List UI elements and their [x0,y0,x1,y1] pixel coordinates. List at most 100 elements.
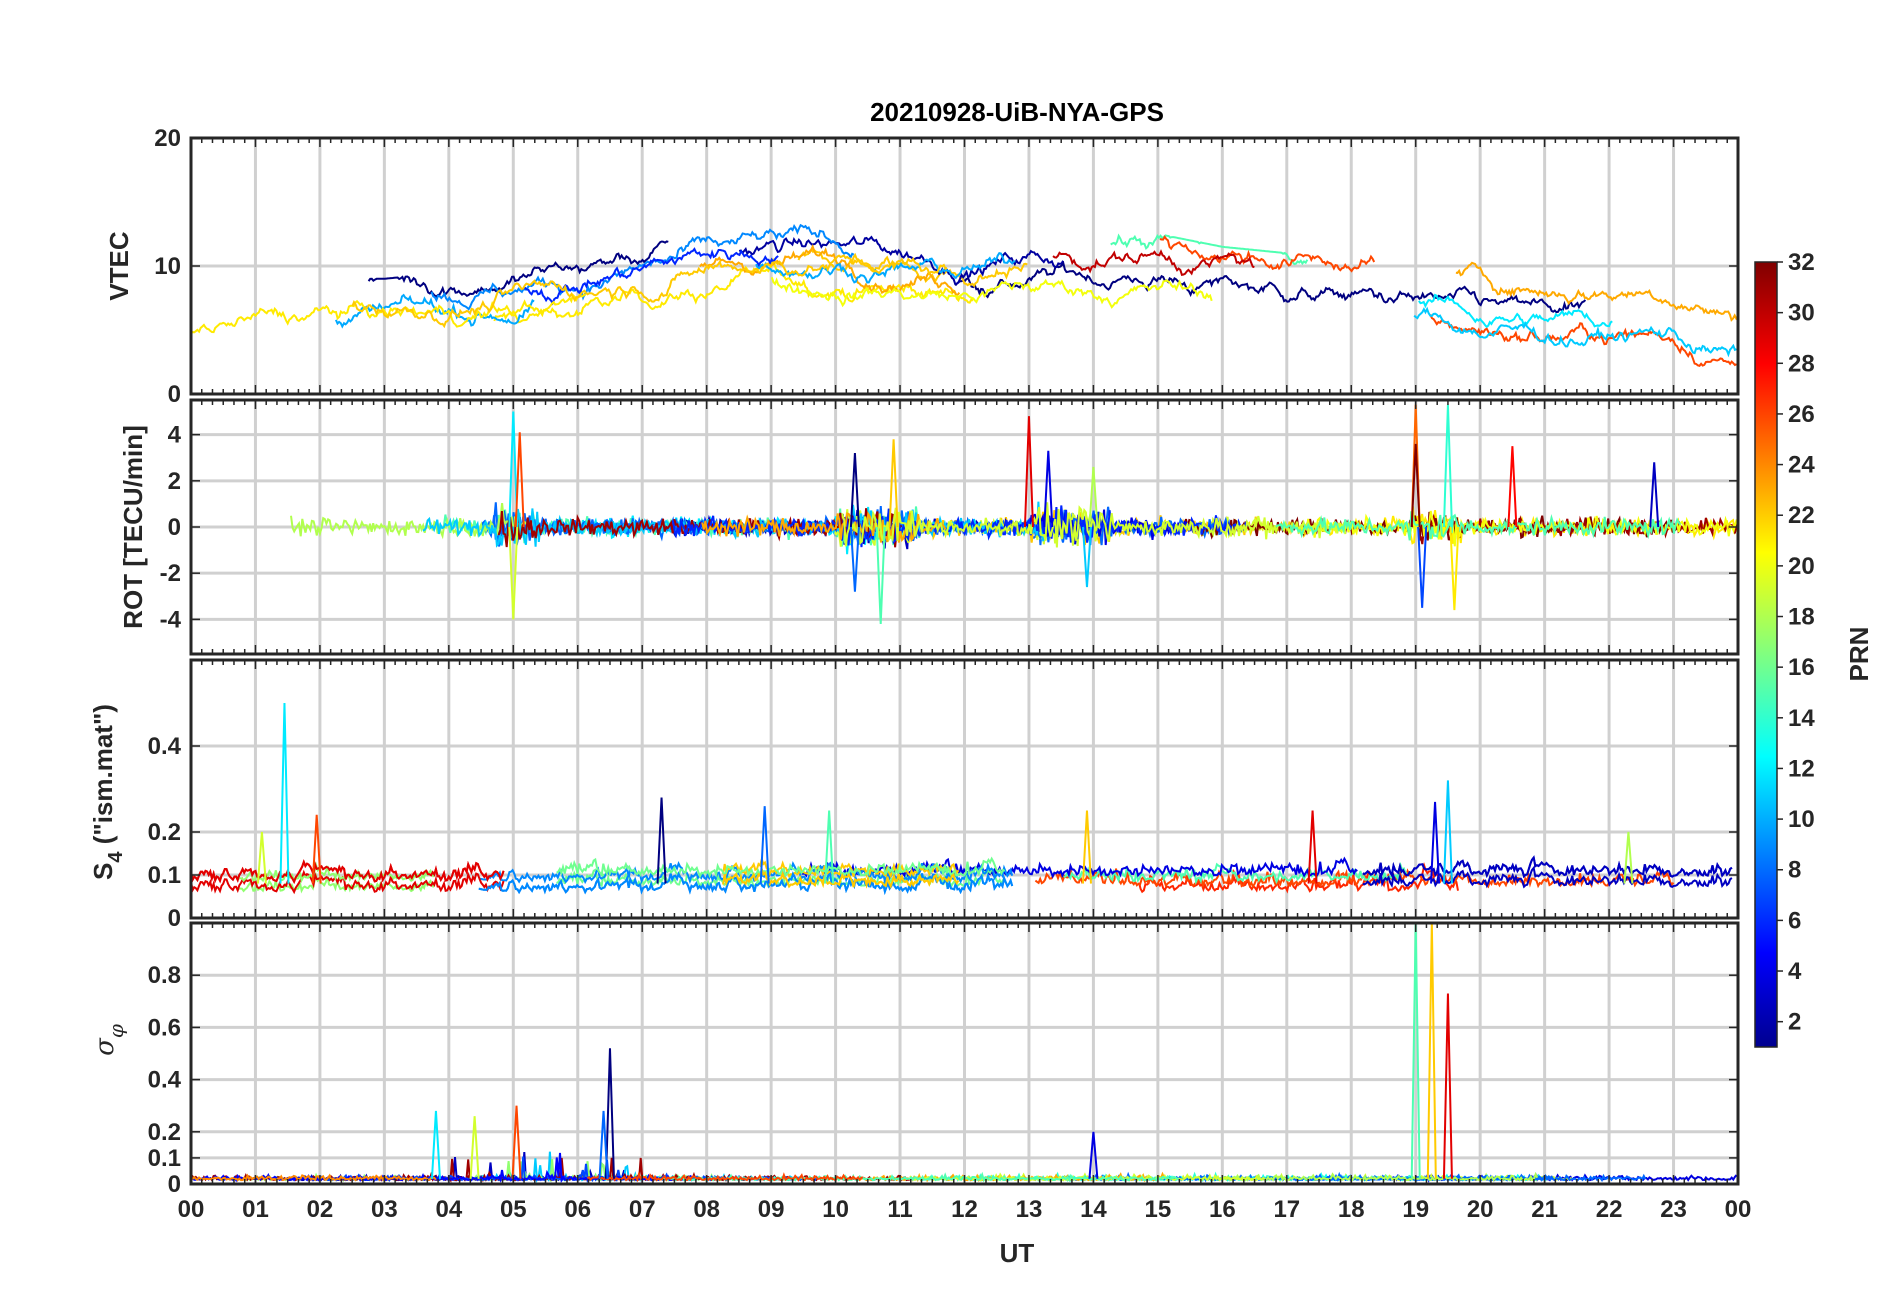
x-tick-label: 02 [307,1196,334,1223]
x-tick-label: 19 [1402,1196,1429,1223]
y-tick-label: 20 [154,125,181,152]
x-tick-label: 09 [758,1196,785,1223]
y-tick-label: 0.2 [148,1119,181,1146]
spike-mark [824,810,835,884]
prn-26-trace [1159,235,1376,273]
spike-mark [1442,780,1453,884]
spike-mark [256,831,267,884]
colorbar-tick-label: 26 [1788,401,1815,428]
chart-title: 20210928-UiB-NYA-GPS [870,97,1164,127]
spike-mark [1449,526,1460,611]
spike-mark [508,411,519,528]
spike-mark [1442,404,1453,528]
prn-12-trace [1418,293,1613,329]
prn-22-trace [351,252,948,329]
spike-mark [279,702,290,884]
prn-15-trace [1275,511,1682,541]
colorbar-tick-label: 20 [1788,553,1815,580]
prn-23-trace [699,243,961,296]
prn-2-trace [738,235,1064,286]
y-tick-label: 0 [168,1171,181,1198]
y-tick-label: -2 [160,560,181,587]
s4-axis-label: S4 ("ism.mat") [88,704,127,880]
sigma-phi-axis-label: σφ [90,1024,128,1056]
prn-20-trace [770,276,1213,309]
s4-subscript: 4 [105,851,127,863]
spike-mark [1088,466,1099,528]
x-tick-label: 04 [435,1196,462,1223]
prn-26-trace [586,1170,864,1183]
y-tick-label: 10 [154,253,181,280]
spike-mark [1417,526,1428,608]
x-tick-label: 08 [693,1196,720,1223]
spike-mark [1410,923,1421,1179]
prn-traces [191,223,1738,367]
s4-panel: 0 0.1 0.2 0.4 [148,658,1740,932]
x-tick-label: 16 [1209,1196,1236,1223]
prn-15-trace [1110,233,1309,266]
y-tick-label: 0 [168,514,181,541]
vtec-axis-label: VTEC [104,231,134,301]
prn-1-trace [367,240,669,299]
spike-mark [656,797,667,884]
x-tick-label: 07 [629,1196,656,1223]
s4-symbol: S [88,863,118,880]
spike-mark [1307,810,1318,884]
spike-mark [514,432,525,528]
spike-mark [1081,810,1092,884]
spike-mark [508,526,519,620]
prn-1-trace [954,260,1587,314]
y-tick-label: 0 [168,905,181,932]
x-tick-label: 15 [1145,1196,1172,1223]
spike-mark [469,1116,480,1179]
spike-mark [1043,450,1054,528]
prn-22-trace [722,865,960,889]
spike-mark [598,1110,609,1179]
colorbar-gradient [1754,261,1778,1048]
x-tick-label: 13 [1016,1196,1043,1223]
x-tick-label: 11 [887,1196,912,1223]
y-tick-label: -4 [160,606,182,633]
prn-16-trace [556,856,1006,879]
spike-mark [430,1110,441,1179]
rot-panel: -4 -2 0 2 4 [160,398,1740,656]
x-tick-label: 12 [951,1196,978,1223]
prn-traces [191,923,1738,1184]
colorbar-tick-label: 16 [1788,654,1815,681]
x-tick-label: 03 [371,1196,398,1223]
x-tick-label: 05 [500,1196,527,1223]
x-tick-label: 20 [1467,1196,1494,1223]
colorbar-tick-label: 2 [1788,1009,1801,1036]
vtec-panel: 0 10 20 [154,125,1740,408]
prn-30-trace [1052,249,1255,276]
colorbar-tick-label: 12 [1788,755,1815,782]
prn-3-trace [1362,865,1733,889]
prn-18-trace [1214,1171,1539,1182]
colorbar-tick-label: 10 [1788,806,1815,833]
prn-15-trace [659,1171,1180,1183]
spike-mark [1507,446,1518,528]
spike-mark [875,526,886,625]
spike-mark [511,1105,522,1179]
x-axis-label: UT [1000,1238,1035,1268]
colorbar-tick-label: 6 [1788,907,1801,934]
spike-mark [1649,462,1660,528]
spike-mark [1426,923,1437,1179]
spike-mark [604,1048,615,1179]
x-tick-label: 23 [1660,1196,1687,1223]
colorbar-tick-label: 28 [1788,350,1815,377]
prn-29-trace [191,859,505,884]
x-tick-label: 06 [564,1196,591,1223]
prn-19-trace [841,502,1347,548]
prn-3-trace [1362,855,1733,879]
x-tick-label: 21 [1531,1196,1558,1223]
spike-mark [311,814,322,884]
prn-traces [290,404,1738,625]
spike-mark [1088,1131,1099,1179]
prn-22-trace [797,248,1028,288]
y-tick-label: 0.2 [148,819,181,846]
spike-mark [1410,443,1421,528]
